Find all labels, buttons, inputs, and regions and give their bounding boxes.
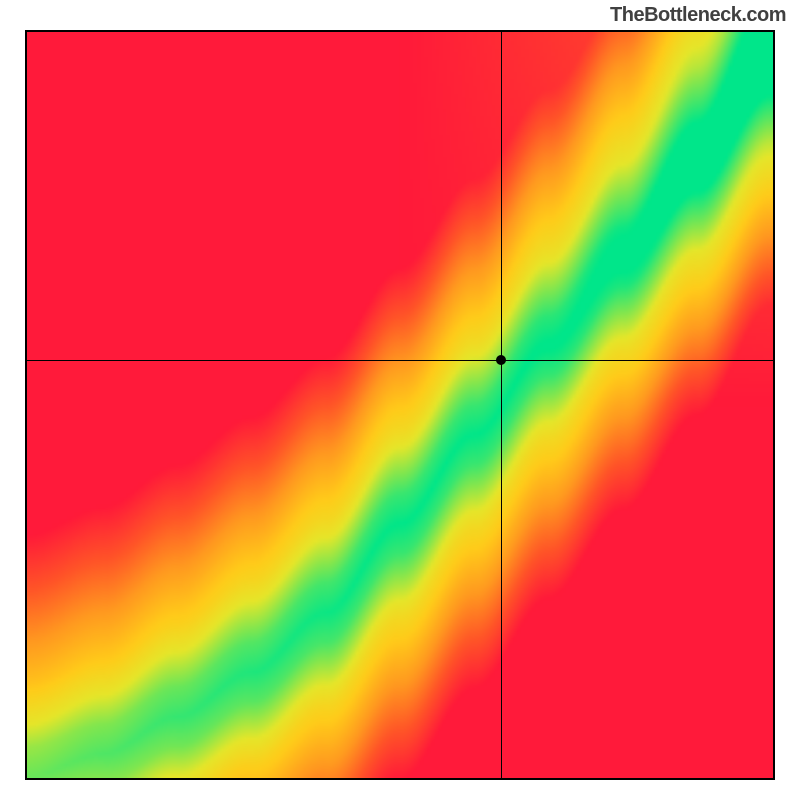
plot-area bbox=[25, 30, 775, 780]
heatmap-canvas bbox=[27, 32, 773, 778]
chart-container: TheBottleneck.com bbox=[0, 0, 800, 800]
crosshair-vertical bbox=[501, 32, 502, 778]
crosshair-horizontal bbox=[27, 360, 773, 361]
crosshair-marker bbox=[496, 355, 506, 365]
watermark-text: TheBottleneck.com bbox=[610, 4, 786, 27]
